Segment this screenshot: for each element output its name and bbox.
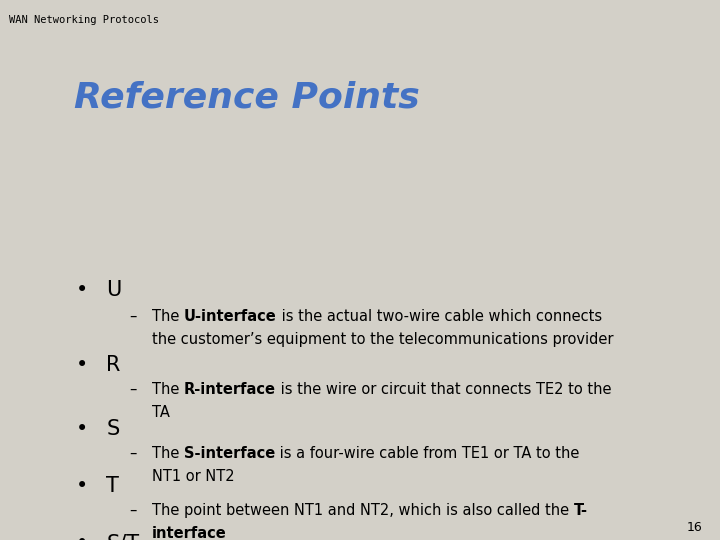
Text: •: • (76, 534, 88, 540)
Text: S: S (107, 420, 120, 440)
Text: The: The (152, 382, 184, 397)
Text: Reference Points: Reference Points (74, 80, 420, 114)
Text: S-interface: S-interface (184, 446, 275, 461)
Text: the customer’s equipment to the telecommunications provider: the customer’s equipment to the telecomm… (152, 332, 613, 347)
Text: is the actual two-wire cable which connects: is the actual two-wire cable which conne… (276, 309, 602, 324)
Text: The: The (152, 309, 184, 324)
Text: –: – (130, 382, 137, 397)
Text: is the wire or circuit that connects TE2 to the: is the wire or circuit that connects TE2… (276, 382, 611, 397)
Text: interface: interface (152, 526, 227, 540)
Text: T: T (107, 476, 120, 496)
Text: U: U (107, 280, 122, 300)
Text: S/T: S/T (107, 534, 140, 540)
Text: TA: TA (152, 405, 170, 420)
Text: U-interface: U-interface (184, 309, 276, 324)
Text: •: • (76, 420, 88, 440)
Text: The point between NT1 and NT2, which is also called the: The point between NT1 and NT2, which is … (152, 503, 574, 518)
Text: –: – (130, 309, 137, 324)
Text: •: • (76, 476, 88, 496)
Text: T-: T- (574, 503, 588, 518)
Text: •: • (76, 355, 88, 375)
Text: is a four-wire cable from TE1 or TA to the: is a four-wire cable from TE1 or TA to t… (275, 446, 580, 461)
Text: 16: 16 (686, 521, 702, 534)
Text: •: • (76, 280, 88, 300)
Text: WAN Networking Protocols: WAN Networking Protocols (9, 15, 158, 25)
Text: NT1 or NT2: NT1 or NT2 (152, 469, 235, 484)
Text: –: – (130, 503, 137, 518)
Text: The: The (152, 446, 184, 461)
Text: R: R (107, 355, 121, 375)
Text: –: – (130, 446, 137, 461)
Text: R-interface: R-interface (184, 382, 276, 397)
